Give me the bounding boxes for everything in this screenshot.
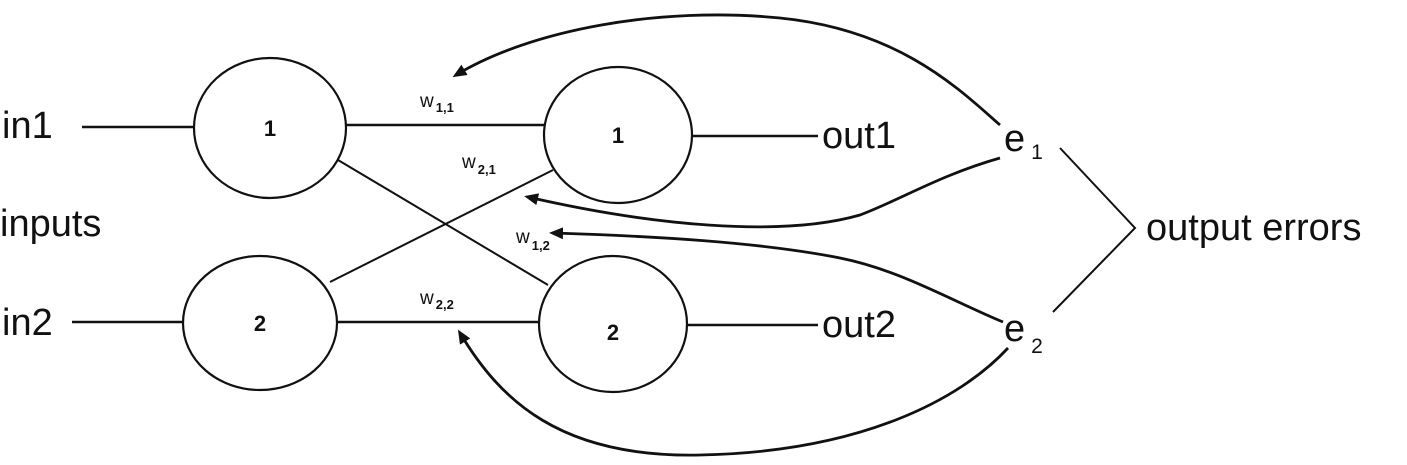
w12-connection xyxy=(337,159,549,286)
output-2-label: out2 xyxy=(822,304,896,346)
inputs-label: inputs xyxy=(0,203,101,245)
output-node-2: 2 xyxy=(537,254,689,394)
output-errors-label: output errors xyxy=(1146,207,1361,249)
input-1-label: in1 xyxy=(2,105,53,147)
weight-w12-label: w 1,2 xyxy=(515,227,550,253)
hidden-node-1-label: 1 xyxy=(264,116,276,141)
output-node-2-label: 2 xyxy=(607,320,619,345)
input-2-label: in2 xyxy=(2,302,53,344)
hidden-node-2: 2 xyxy=(181,254,339,392)
hidden-node-1: 1 xyxy=(192,56,348,200)
weight-w11-label: w 1,1 xyxy=(419,91,454,115)
output-1-label: out1 xyxy=(822,115,896,157)
weight-w21-label: w 2,1 xyxy=(461,152,496,177)
weight-w22-label: w 2,2 xyxy=(419,288,454,312)
hidden-node-2-label: 2 xyxy=(254,311,266,336)
output-node-1: 1 xyxy=(542,65,694,205)
e1-to-w11-arrow xyxy=(452,13,1001,127)
output-errors-bracket xyxy=(1052,147,1137,313)
output-node-1-label: 1 xyxy=(612,123,624,148)
w21-connection xyxy=(329,169,554,283)
e1-to-w21-arrow xyxy=(524,156,1001,229)
e2-to-w22-arrow xyxy=(457,329,1010,457)
e2-to-w12-arrow xyxy=(549,227,1004,324)
